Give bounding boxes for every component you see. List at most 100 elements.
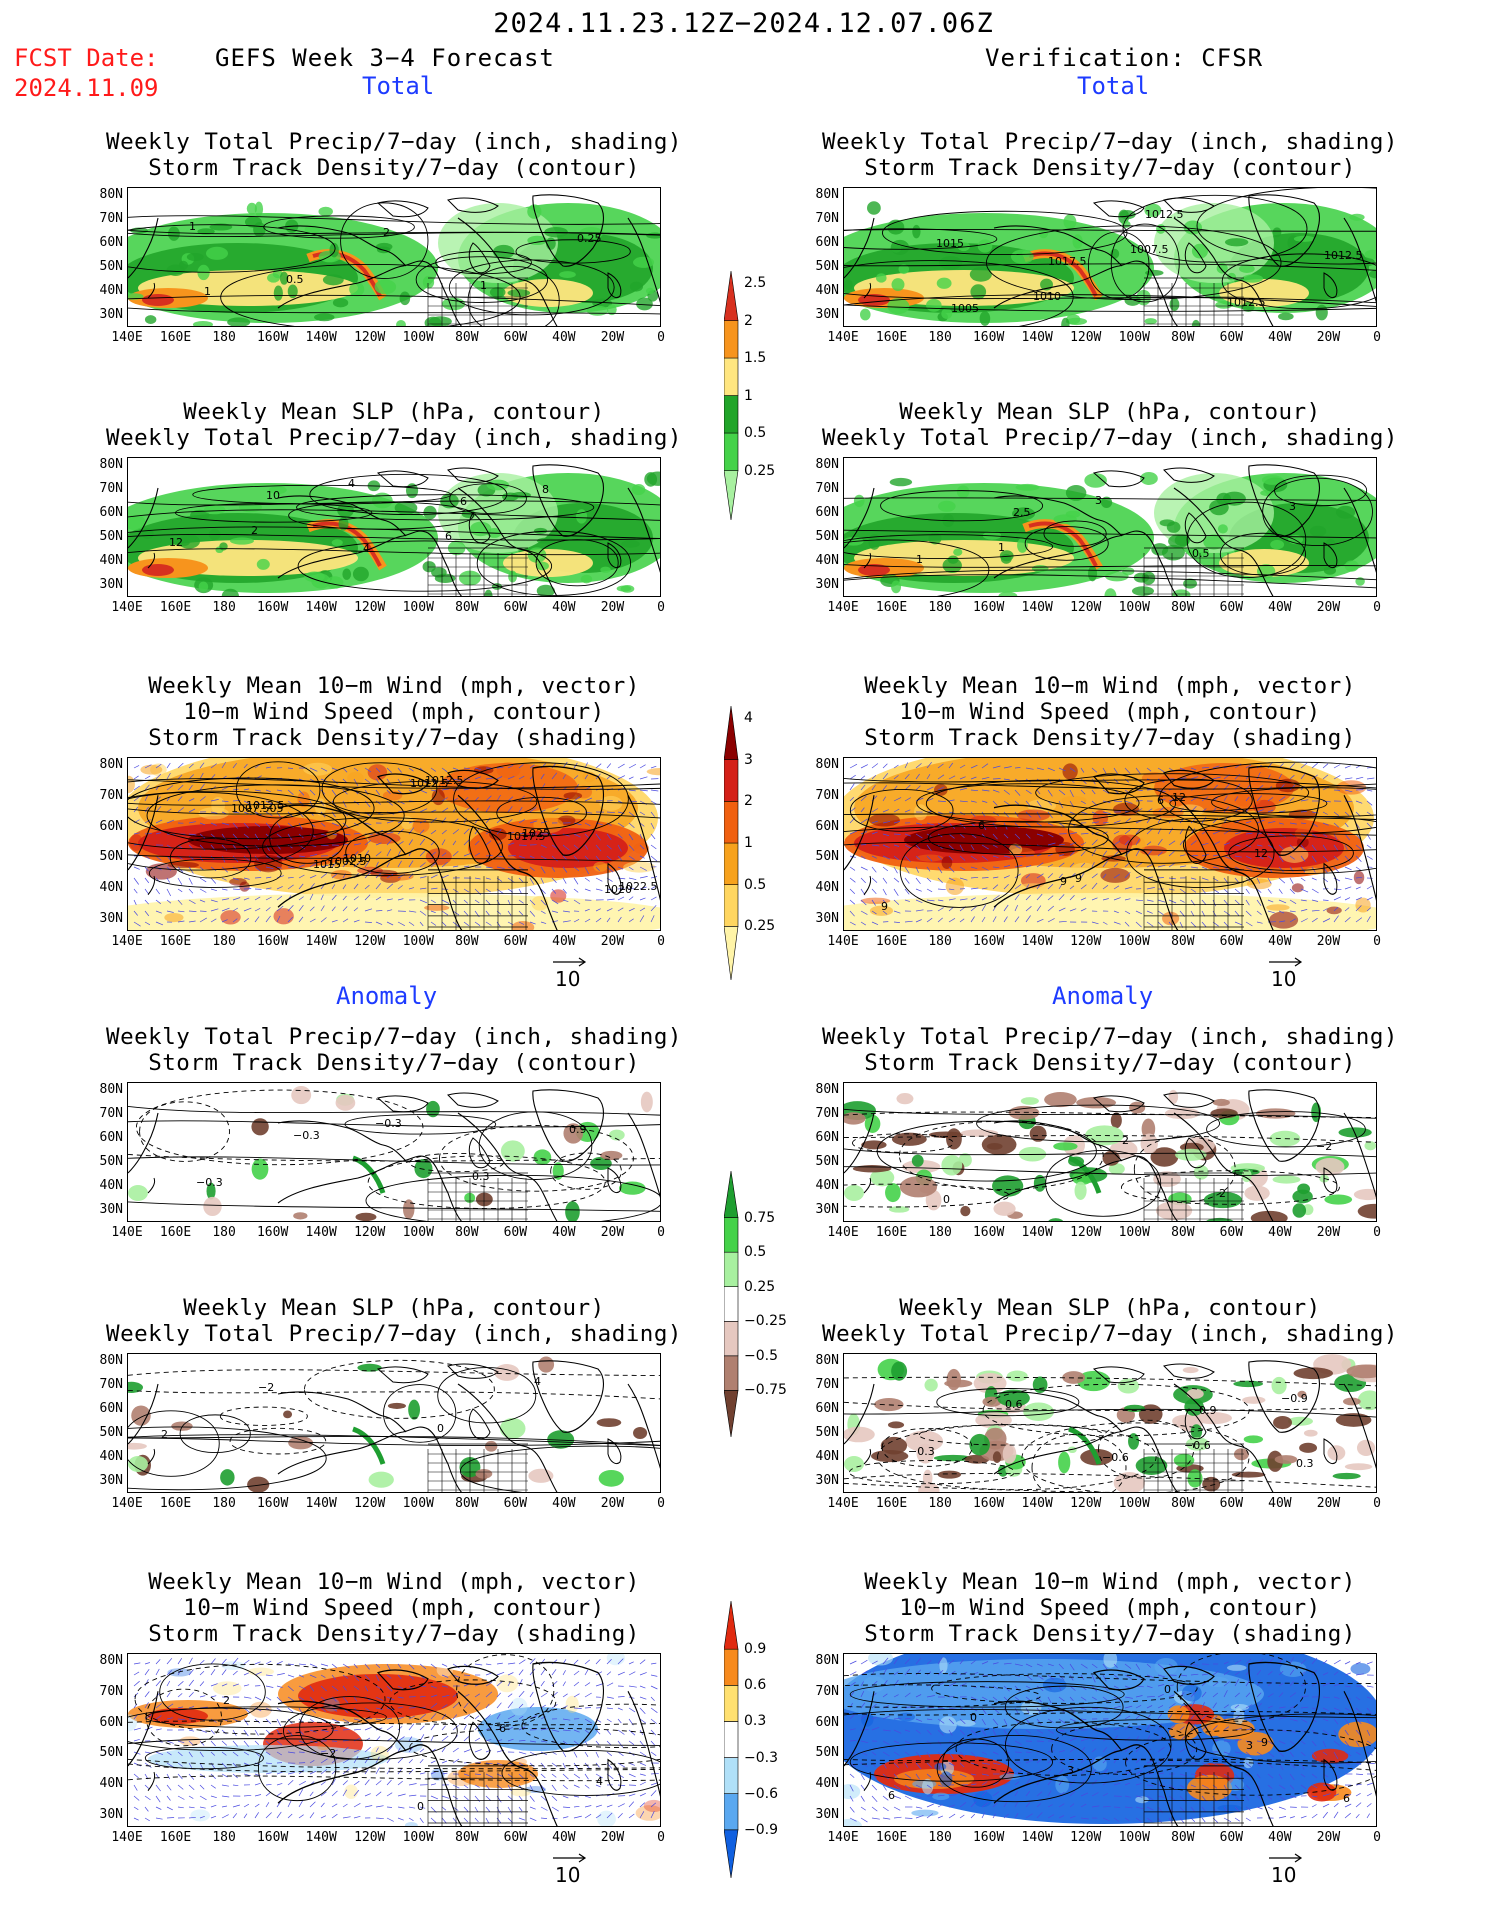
contour-label: 3 bbox=[1095, 494, 1102, 507]
reference-vector-arrow bbox=[553, 1853, 587, 1863]
lat-tick-label: 60N bbox=[815, 235, 839, 250]
colorbar-label: −0.75 bbox=[744, 1382, 787, 1399]
colorbar-label: −0.3 bbox=[744, 1749, 778, 1766]
lon-tick-label: 160E bbox=[875, 1830, 908, 1845]
panel-title-line: Weekly Mean SLP (hPa, contour) bbox=[183, 1295, 605, 1321]
lon-tick-label: 140E bbox=[827, 600, 859, 615]
lon-tick-label: 20W bbox=[1316, 1496, 1341, 1511]
lon-tick-label: 100W bbox=[1118, 600, 1150, 615]
contour-label: −2 bbox=[1316, 1140, 1332, 1153]
colorbar-segment bbox=[724, 1684, 739, 1722]
lon-tick-label: 80W bbox=[1171, 600, 1195, 615]
colorbar-label: −0.25 bbox=[744, 1313, 787, 1330]
lat-tick-label: 80N bbox=[99, 187, 123, 202]
contour-label: 0 bbox=[943, 1193, 950, 1206]
lat-tick-label: 70N bbox=[99, 787, 123, 803]
lat-tick-label: 50N bbox=[99, 849, 123, 865]
colorbar-segment bbox=[724, 470, 739, 521]
lon-tick-label: 120W bbox=[1070, 1225, 1102, 1240]
lon-tick-label: 80W bbox=[455, 1496, 479, 1511]
contour-label: 12 bbox=[1254, 847, 1268, 860]
colorbar-label: −0.5 bbox=[744, 1347, 778, 1364]
colorbar-label: 0.9 bbox=[744, 1641, 767, 1658]
lat-tick-label: 60N bbox=[99, 1714, 123, 1730]
colorbar-segment bbox=[724, 1170, 739, 1218]
panel-title-line: Weekly Mean 10−m Wind (mph, vector) bbox=[864, 673, 1356, 699]
lat-tick-label: 60N bbox=[99, 235, 123, 250]
contour-label: 1015 bbox=[313, 858, 341, 871]
colorbar-label: 0.75 bbox=[744, 1209, 776, 1226]
lat-tick-label: 60N bbox=[99, 818, 123, 834]
contour-label: 1010 bbox=[1033, 290, 1061, 303]
lon-tick-label: 20W bbox=[600, 1496, 625, 1511]
lon-tick-label: 140W bbox=[305, 600, 337, 615]
lon-tick-label: 40W bbox=[1268, 934, 1292, 949]
colorbar-segment bbox=[724, 1217, 739, 1253]
contour-label: 6 bbox=[978, 819, 985, 832]
lat-tick-label: 50N bbox=[815, 529, 839, 544]
lon-tick-label: 80W bbox=[1171, 1225, 1195, 1240]
lat-tick-label: 80N bbox=[815, 1353, 839, 1368]
colorbar-segment bbox=[724, 801, 739, 844]
contour-label: 0 bbox=[1164, 1683, 1171, 1696]
lon-tick-label: 120W bbox=[1070, 934, 1102, 949]
contour-label: 2 bbox=[223, 1694, 230, 1707]
lon-tick-label: 0 bbox=[657, 1225, 665, 1240]
contour-label: 8 bbox=[542, 483, 549, 496]
map-field: 1 3 0.5 3 1 2.5 bbox=[844, 464, 1376, 596]
lon-tick-label: 140E bbox=[827, 934, 859, 949]
lat-tick-label: 50N bbox=[815, 1425, 839, 1440]
lon-tick-label: 140W bbox=[305, 934, 337, 949]
lon-tick-label: 120W bbox=[354, 934, 386, 949]
lon-tick-label: 0 bbox=[1373, 1496, 1381, 1511]
colorbar bbox=[724, 1170, 739, 1438]
contour-label: 1 bbox=[204, 285, 211, 298]
lon-tick-label: 120W bbox=[354, 1225, 386, 1240]
contour-label: 9 bbox=[881, 900, 888, 913]
contour-label: −2 bbox=[320, 1747, 336, 1760]
contour-label: 3 bbox=[1067, 1764, 1074, 1777]
lon-tick-label: 120W bbox=[354, 1496, 386, 1511]
contour-label: 4 bbox=[348, 477, 355, 490]
lat-tick-label: 80N bbox=[815, 1653, 839, 1668]
lon-tick-label: 160W bbox=[256, 1496, 289, 1511]
contour-label: 0.9 bbox=[569, 1123, 587, 1136]
panel-title-line: Weekly Total Precip/7−day (inch, shading… bbox=[106, 425, 682, 451]
lon-tick-label: 140E bbox=[827, 330, 859, 345]
contour-label: 1012.5 bbox=[246, 799, 285, 812]
contour-label: 12 bbox=[169, 536, 183, 549]
lon-tick-label: 140E bbox=[111, 1225, 143, 1240]
map-panel: −0.6 −0.9 −0.3 0.6 −0.6 0.9 0.3 bbox=[843, 1353, 1377, 1493]
lon-tick-label: 60W bbox=[503, 1225, 528, 1240]
lon-tick-label: 160E bbox=[159, 1225, 192, 1240]
lat-tick-label: 70N bbox=[99, 1106, 123, 1121]
contour-label: 0.5 bbox=[1192, 547, 1210, 560]
colorbar-label: 0.25 bbox=[744, 1278, 776, 1295]
contour-label: 1007.505 bbox=[231, 802, 284, 815]
colorbar-segment bbox=[724, 1320, 739, 1357]
lon-tick-label: 20W bbox=[1316, 1830, 1341, 1845]
colorbar-segment bbox=[724, 759, 739, 802]
lat-tick-label: 80N bbox=[99, 757, 123, 772]
map-field: 1015 1010 1007.5 1012.5 1012.5 1005 1017.5 1012… bbox=[844, 188, 1376, 326]
lon-tick-label: 100W bbox=[402, 330, 434, 345]
lat-tick-label: 40N bbox=[815, 1178, 839, 1193]
panel-title-line: Storm Track Density/7−day (shading) bbox=[148, 1621, 640, 1647]
contour-label: 2 bbox=[383, 226, 390, 239]
colorbar-segment bbox=[724, 926, 739, 981]
lon-tick-label: 140W bbox=[305, 1496, 337, 1511]
map-field: 2 2 −2 0 bbox=[844, 1089, 1376, 1221]
contour-label: −2 bbox=[258, 1381, 274, 1394]
lon-tick-label: 20W bbox=[1316, 1225, 1341, 1240]
lat-tick-label: 40N bbox=[99, 1178, 123, 1193]
lon-tick-label: 140E bbox=[111, 1496, 143, 1511]
contour-label: −0.9 bbox=[1281, 1392, 1308, 1405]
contour-label: 2 bbox=[1219, 1187, 1226, 1200]
lat-tick-label: 30N bbox=[815, 911, 839, 926]
contour-label: 1010 bbox=[343, 852, 371, 865]
contour-label: 2 bbox=[161, 1428, 168, 1441]
panel-title-line: Weekly Total Precip/7−day (inch, shading… bbox=[822, 1321, 1398, 1347]
reference-vector-arrow bbox=[553, 957, 587, 967]
lon-tick-label: 160W bbox=[256, 1830, 289, 1845]
lon-tick-label: 180 bbox=[212, 934, 236, 949]
